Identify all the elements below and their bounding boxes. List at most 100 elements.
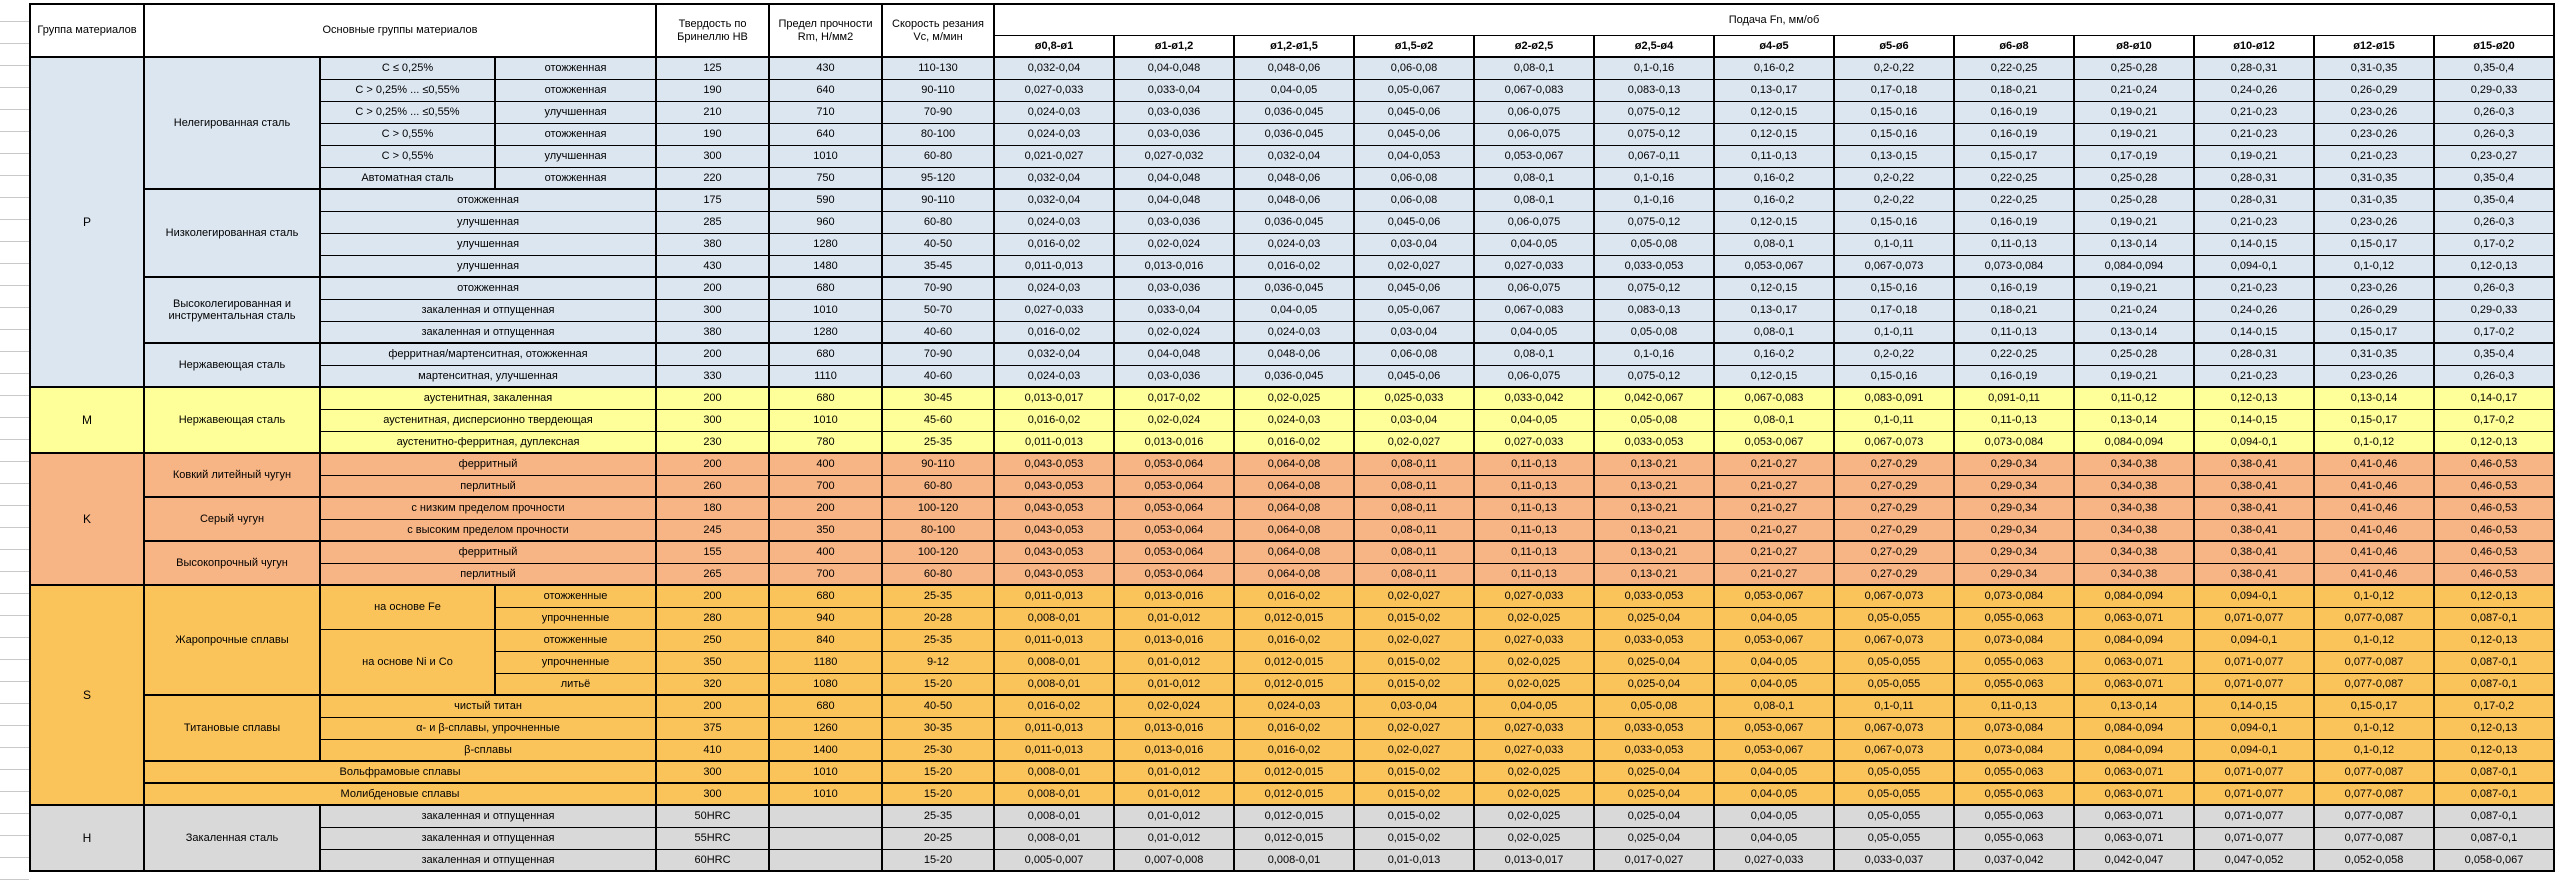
feed-cell[interactable]: 0,38-0,41 — [2193, 474, 2315, 498]
strength-cell[interactable]: 640 — [768, 122, 883, 146]
feed-cell[interactable]: 0,052-0,058 — [2313, 848, 2435, 872]
feed-cell[interactable]: 0,19-0,21 — [2073, 122, 2195, 146]
feed-cell[interactable]: 0,02-0,027 — [1353, 584, 1475, 608]
feed-cell[interactable]: 0,032-0,04 — [1233, 144, 1355, 168]
feed-cell[interactable]: 0,033-0,037 — [1833, 848, 1955, 872]
feed-cell[interactable]: 0,15-0,17 — [2313, 694, 2435, 718]
strength-cell[interactable]: 640 — [768, 78, 883, 102]
feed-cell[interactable]: 0,22-0,25 — [1953, 342, 2075, 366]
strength-cell[interactable]: 680 — [768, 584, 883, 608]
spec-cell[interactable]: чистый титан — [319, 694, 657, 718]
feed-cell[interactable]: 0,016-0,02 — [1233, 430, 1355, 454]
feed-cell[interactable]: 0,015-0,02 — [1353, 782, 1475, 806]
spec-cell[interactable]: ферритная/мартенситная, отожженная — [319, 342, 657, 366]
speed-cell[interactable]: 50-70 — [881, 298, 995, 322]
material-cell[interactable]: Титановые сплавы — [143, 694, 321, 762]
feed-cell[interactable]: 0,03-0,04 — [1353, 694, 1475, 718]
feed-cell[interactable]: 0,05-0,055 — [1833, 804, 1955, 828]
feed-cell[interactable]: 0,016-0,02 — [993, 232, 1115, 256]
feed-cell[interactable]: 0,08-0,1 — [1473, 56, 1595, 80]
feed-cell[interactable]: 0,008-0,01 — [993, 826, 1115, 850]
feed-cell[interactable]: 0,024-0,03 — [1233, 408, 1355, 432]
feed-cell[interactable]: 0,036-0,045 — [1233, 122, 1355, 146]
hardness-cell[interactable]: 220 — [655, 166, 770, 190]
feed-col-header[interactable]: ø4-ø5 — [1713, 35, 1835, 58]
feed-cell[interactable]: 0,012-0,015 — [1233, 606, 1355, 630]
feed-cell[interactable]: 0,033-0,042 — [1473, 386, 1595, 410]
feed-cell[interactable]: 0,083-0,091 — [1833, 386, 1955, 410]
feed-cell[interactable]: 0,31-0,35 — [2313, 166, 2435, 190]
hardness-cell[interactable]: 380 — [655, 320, 770, 344]
spec-cell[interactable]: перлитный — [319, 474, 657, 498]
feed-cell[interactable]: 0,055-0,063 — [1953, 760, 2075, 784]
feed-cell[interactable]: 0,11-0,13 — [1473, 452, 1595, 476]
feed-cell[interactable]: 0,064-0,08 — [1233, 496, 1355, 520]
feed-col-header[interactable]: ø0,8-ø1 — [993, 35, 1115, 58]
material-cell[interactable]: Жаропрочные сплавы — [143, 584, 321, 696]
feed-cell[interactable]: 0,12-0,13 — [2433, 716, 2555, 740]
feed-cell[interactable]: 0,033-0,053 — [1593, 716, 1715, 740]
feed-cell[interactable]: 0,094-0,1 — [2193, 584, 2315, 608]
feed-cell[interactable]: 0,053-0,064 — [1113, 540, 1235, 564]
feed-cell[interactable]: 0,02-0,027 — [1353, 254, 1475, 278]
feed-cell[interactable]: 0,14-0,15 — [2193, 408, 2315, 432]
feed-cell[interactable]: 0,02-0,027 — [1353, 716, 1475, 740]
feed-cell[interactable]: 0,013-0,017 — [993, 386, 1115, 410]
spec-cell[interactable]: C > 0,55% — [319, 122, 496, 146]
strength-cell[interactable]: 1080 — [768, 672, 883, 696]
feed-cell[interactable]: 0,02-0,025 — [1473, 804, 1595, 828]
feed-cell[interactable]: 0,02-0,024 — [1113, 408, 1235, 432]
feed-cell[interactable]: 0,1-0,16 — [1593, 188, 1715, 212]
spec-cell[interactable]: ферритный — [319, 452, 657, 476]
header-feed[interactable]: Подача Fn, мм/об — [993, 3, 2555, 36]
feed-cell[interactable]: 0,41-0,46 — [2313, 518, 2435, 542]
feed-cell[interactable]: 0,063-0,071 — [2073, 672, 2195, 696]
state-cell[interactable]: отожженные — [494, 628, 657, 652]
state-cell[interactable]: отожженная — [494, 122, 657, 146]
feed-cell[interactable]: 0,13-0,14 — [2073, 408, 2195, 432]
feed-cell[interactable]: 0,027-0,033 — [1473, 716, 1595, 740]
strength-cell[interactable]: 350 — [768, 518, 883, 542]
feed-cell[interactable]: 0,41-0,46 — [2313, 562, 2435, 586]
feed-cell[interactable]: 0,29-0,34 — [1953, 518, 2075, 542]
feed-cell[interactable]: 0,2-0,22 — [1833, 166, 1955, 190]
strength-cell[interactable]: 1260 — [768, 716, 883, 740]
spec-cell[interactable]: закаленная и отпущенная — [319, 320, 657, 344]
feed-cell[interactable]: 0,12-0,15 — [1713, 210, 1835, 234]
feed-cell[interactable]: 0,048-0,06 — [1233, 188, 1355, 212]
material-cell[interactable]: Закаленная сталь — [143, 804, 321, 872]
feed-cell[interactable]: 0,1-0,11 — [1833, 320, 1955, 344]
feed-cell[interactable]: 0,01-0,012 — [1113, 672, 1235, 696]
feed-cell[interactable]: 0,013-0,016 — [1113, 716, 1235, 740]
feed-cell[interactable]: 0,02-0,027 — [1353, 628, 1475, 652]
feed-cell[interactable]: 0,04-0,048 — [1113, 188, 1235, 212]
feed-cell[interactable]: 0,1-0,16 — [1593, 56, 1715, 80]
feed-cell[interactable]: 0,033-0,053 — [1593, 430, 1715, 454]
material-cell[interactable]: Высоколегированная и инструментальная ст… — [143, 276, 321, 344]
spec-cell[interactable]: C > 0,55% — [319, 144, 496, 168]
feed-cell[interactable]: 0,032-0,04 — [993, 56, 1115, 80]
feed-cell[interactable]: 0,024-0,03 — [993, 100, 1115, 124]
feed-cell[interactable]: 0,012-0,015 — [1233, 650, 1355, 674]
speed-cell[interactable]: 20-25 — [881, 826, 995, 850]
feed-cell[interactable]: 0,04-0,05 — [1233, 78, 1355, 102]
feed-cell[interactable]: 0,14-0,15 — [2193, 232, 2315, 256]
hardness-cell[interactable]: 60HRC — [655, 848, 770, 872]
feed-cell[interactable]: 0,05-0,055 — [1833, 782, 1955, 806]
feed-cell[interactable]: 0,075-0,12 — [1593, 122, 1715, 146]
feed-cell[interactable]: 0,21-0,27 — [1713, 562, 1835, 586]
feed-col-header[interactable]: ø1,5-ø2 — [1353, 35, 1475, 58]
feed-cell[interactable]: 0,015-0,02 — [1353, 672, 1475, 696]
speed-cell[interactable]: 40-50 — [881, 232, 995, 256]
feed-cell[interactable]: 0,04-0,05 — [1713, 650, 1835, 674]
feed-col-header[interactable]: ø1,2-ø1,5 — [1233, 35, 1355, 58]
feed-cell[interactable]: 0,077-0,087 — [2313, 606, 2435, 630]
feed-cell[interactable]: 0,025-0,04 — [1593, 826, 1715, 850]
feed-cell[interactable]: 0,036-0,045 — [1233, 210, 1355, 234]
spec-cell[interactable]: отожженная — [319, 276, 657, 300]
feed-cell[interactable]: 0,033-0,053 — [1593, 584, 1715, 608]
speed-cell[interactable]: 35-45 — [881, 254, 995, 278]
feed-cell[interactable]: 0,011-0,013 — [993, 584, 1115, 608]
feed-cell[interactable]: 0,008-0,01 — [993, 760, 1115, 784]
feed-cell[interactable]: 0,04-0,05 — [1473, 408, 1595, 432]
